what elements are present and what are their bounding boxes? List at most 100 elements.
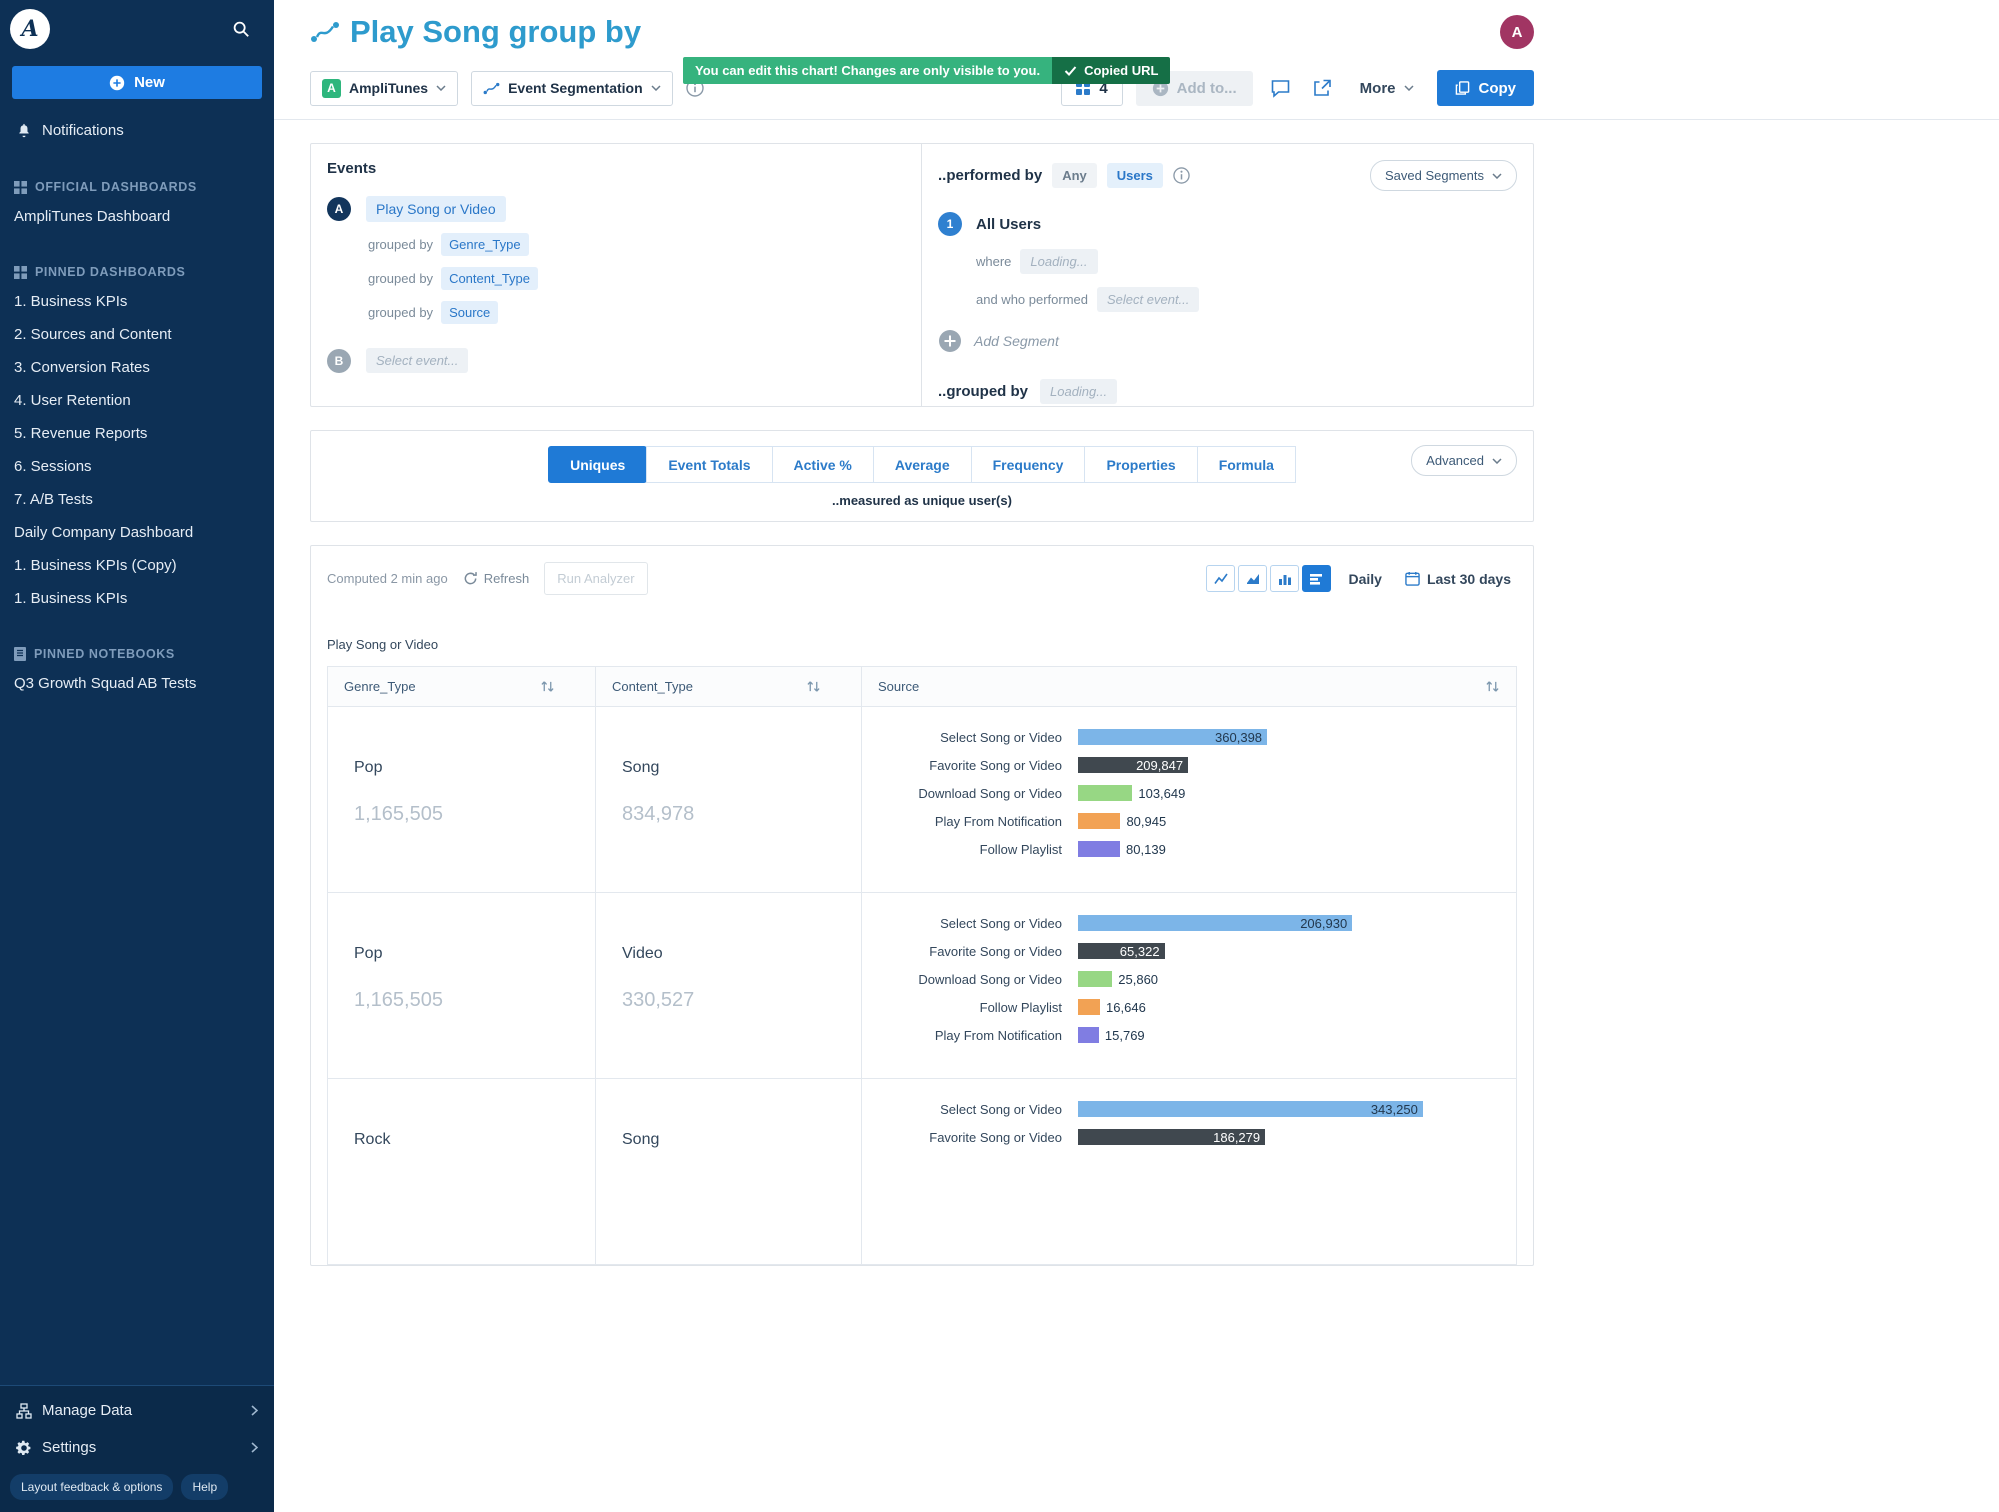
tab-average[interactable]: Average: [872, 446, 972, 483]
refresh-button[interactable]: Refresh: [463, 571, 529, 586]
help-button[interactable]: Help: [181, 1474, 229, 1500]
comment-icon: [1270, 78, 1291, 98]
genre-value: Rock: [354, 1131, 391, 1148]
group-chip-genre-type[interactable]: Genre_Type: [441, 233, 529, 256]
event-a-chip[interactable]: Play Song or Video: [366, 196, 506, 222]
grouped-by-loading-chip[interactable]: Loading...: [1040, 379, 1118, 404]
tab-formula[interactable]: Formula: [1196, 446, 1296, 483]
column-chart-button[interactable]: [1270, 565, 1300, 592]
date-range-button[interactable]: Last 30 days: [1399, 567, 1517, 591]
calendar-icon: [1405, 571, 1420, 586]
sidebar-item-user-retention[interactable]: 4. User Retention: [14, 392, 131, 409]
tab-properties[interactable]: Properties: [1084, 446, 1198, 483]
who-performed-select-event[interactable]: Select event...: [1097, 287, 1200, 312]
toggle-any[interactable]: Any: [1052, 163, 1097, 188]
group-chip-content-type[interactable]: Content_Type: [441, 267, 539, 290]
share-button[interactable]: [1308, 74, 1337, 102]
sidebar-item-notifications[interactable]: Notifications: [0, 113, 274, 148]
sidebar-item-business-kpis[interactable]: 1. Business KPIs: [14, 293, 128, 310]
tab-active-pct[interactable]: Active %: [771, 446, 874, 483]
sidebar-item-business-kpis-copy[interactable]: 1. Business KPIs (Copy): [14, 557, 177, 574]
bar[interactable]: 206,930: [1078, 915, 1516, 931]
dashboard-grid-icon: [14, 180, 27, 194]
bar[interactable]: 360,398: [1078, 729, 1516, 745]
sidebar-item-sessions[interactable]: 6. Sessions: [14, 458, 92, 475]
area-chart-button[interactable]: [1238, 565, 1268, 592]
table-header: Genre_Type Content_Type Source: [328, 667, 1516, 707]
event-a-badge: A: [327, 197, 351, 221]
horizontal-bar-chart-button[interactable]: [1302, 565, 1332, 592]
plus-circle-icon: [109, 75, 125, 91]
grouped-by-label: grouped by: [368, 237, 434, 252]
chevron-right-icon: [251, 1405, 258, 1416]
bar[interactable]: 80,945: [1078, 813, 1516, 829]
bar[interactable]: 25,860: [1078, 971, 1516, 987]
sidebar-item-sources-and-content[interactable]: 2. Sources and Content: [14, 326, 172, 343]
layout-feedback-button[interactable]: Layout feedback & options: [10, 1474, 174, 1500]
manage-data-label: Manage Data: [42, 1402, 133, 1419]
column-header-genre-type[interactable]: Genre_Type: [328, 667, 596, 706]
tab-event-totals[interactable]: Event Totals: [646, 446, 773, 483]
bar[interactable]: 16,646: [1078, 999, 1516, 1015]
search-icon[interactable]: [232, 20, 250, 38]
sidebar: A New Notifications OFFICIAL DASHBOARDS …: [0, 0, 274, 1512]
bar[interactable]: 209,847: [1078, 757, 1516, 773]
bar[interactable]: 15,769: [1078, 1027, 1516, 1043]
sidebar-item-daily-company-dashboard[interactable]: Daily Company Dashboard: [14, 524, 194, 541]
avatar[interactable]: A: [1500, 15, 1534, 49]
sidebar-item-revenue-reports[interactable]: 5. Revenue Reports: [14, 425, 148, 442]
amplitude-logo[interactable]: A: [10, 9, 50, 49]
select-event-placeholder[interactable]: Select event...: [366, 348, 469, 373]
content-total: 330,527: [622, 989, 695, 1011]
column-header-source[interactable]: Source: [862, 667, 1516, 706]
sort-icon[interactable]: [806, 680, 821, 693]
add-segment-label[interactable]: Add Segment: [974, 333, 1059, 349]
project-selector[interactable]: A AmpliTunes: [310, 70, 459, 106]
bar-value: 103,649: [1138, 785, 1186, 801]
add-to-button[interactable]: Add to...: [1135, 70, 1253, 106]
bar[interactable]: 186,279: [1078, 1129, 1516, 1145]
sort-icon[interactable]: [540, 680, 555, 693]
bar[interactable]: 65,322: [1078, 943, 1516, 959]
bar-label: Favorite Song or Video: [929, 1129, 1062, 1145]
column-header-content-type[interactable]: Content_Type: [596, 667, 862, 706]
sidebar-item-ab-tests[interactable]: 7. A/B Tests: [14, 491, 93, 508]
sidebar-item-amplitunes-dashboard[interactable]: AmpliTunes Dashboard: [14, 208, 171, 225]
sidebar-item-q3-growth-squad-ab-tests[interactable]: Q3 Growth Squad AB Tests: [14, 675, 197, 692]
table-row: Pop 1,165,505 Video 330,527 Select Song …: [328, 893, 1516, 1079]
sort-icon[interactable]: [1485, 680, 1500, 693]
bar[interactable]: 103,649: [1078, 785, 1516, 801]
daily-interval-button[interactable]: Daily: [1342, 567, 1387, 591]
where-loading-chip[interactable]: Loading...: [1020, 249, 1098, 274]
sidebar-item-conversion-rates[interactable]: 3. Conversion Rates: [14, 359, 150, 376]
tab-frequency[interactable]: Frequency: [970, 446, 1086, 483]
chart-type-selector[interactable]: Event Segmentation: [471, 70, 673, 106]
group-chip-source[interactable]: Source: [441, 301, 499, 324]
run-analyzer-button[interactable]: Run Analyzer: [544, 562, 648, 595]
new-button[interactable]: New: [12, 66, 262, 99]
add-segment-icon[interactable]: [938, 329, 962, 353]
settings-label: Settings: [42, 1439, 97, 1456]
bar-value: 80,945: [1126, 813, 1167, 829]
copied-url-chip[interactable]: Copied URL: [1052, 57, 1171, 84]
tab-uniques[interactable]: Uniques: [548, 446, 648, 483]
comment-button[interactable]: [1266, 74, 1295, 102]
content-value: Song: [622, 1131, 660, 1148]
toggle-users[interactable]: Users: [1106, 163, 1163, 188]
advanced-dropdown[interactable]: Advanced: [1411, 445, 1517, 476]
settings-menu[interactable]: Settings: [0, 1429, 274, 1466]
copy-button[interactable]: Copy: [1436, 70, 1534, 106]
bar[interactable]: 80,139: [1078, 841, 1516, 857]
saved-segments-dropdown[interactable]: Saved Segments: [1369, 160, 1517, 191]
info-icon[interactable]: [1173, 167, 1190, 184]
sitemap-icon: [16, 1402, 32, 1419]
pulse-chart-icon: [310, 19, 340, 45]
measured-as-label: ..measured as unique user(s): [832, 493, 1012, 508]
bar[interactable]: 343,250: [1078, 1101, 1516, 1117]
sidebar-item-business-kpis-2[interactable]: 1. Business KPIs: [14, 590, 128, 607]
segment-grouped-by-label: ..grouped by: [938, 383, 1028, 400]
manage-data-menu[interactable]: Manage Data: [0, 1392, 274, 1429]
more-button[interactable]: More: [1350, 71, 1424, 106]
bar-label: Play From Notification: [934, 813, 1062, 829]
line-chart-button[interactable]: [1206, 565, 1236, 592]
